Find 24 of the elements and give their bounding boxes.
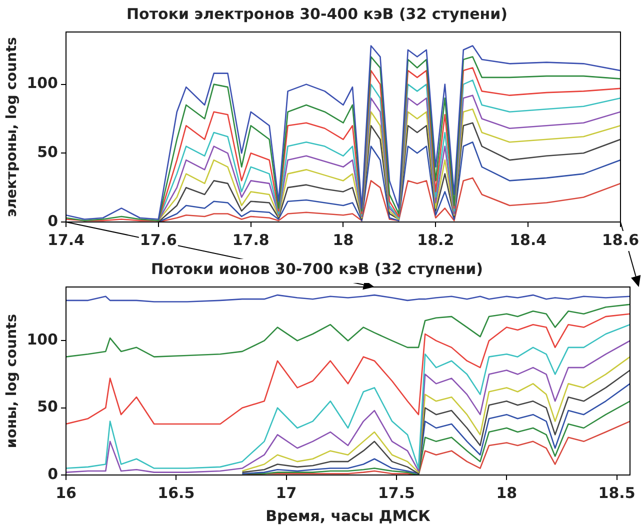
x-tick-label: 18.5 [598, 484, 636, 502]
chart-title: Потоки электронов 30-400 кэВ (32 ступени) [126, 4, 508, 23]
y-axis-title: ионы, log counts [4, 314, 20, 448]
x-tick-label: 16.5 [158, 484, 195, 502]
x-tick-label: 17.5 [378, 484, 415, 502]
x-tick-label: 16 [56, 484, 76, 502]
x-tick-label: 17.4 [47, 230, 85, 249]
x-tick-label: 18.2 [417, 230, 454, 249]
y-axis-title: электроны, log counts [4, 36, 20, 218]
x-tick-label: 17 [276, 484, 297, 502]
x-tick-label: 18.6 [602, 230, 640, 249]
y-tick-label: 50 [37, 143, 58, 162]
x-tick-label: 18.4 [510, 230, 547, 249]
x-tick-label: 18 [496, 484, 518, 502]
y-tick-label: 100 [26, 74, 58, 92]
y-tick-label: 0 [48, 464, 58, 483]
y-tick-label: 100 [26, 330, 58, 349]
y-tick-label: 0 [48, 212, 58, 230]
chart-title: Потоки ионов 30-700 кэВ (32 ступени) [151, 260, 483, 278]
x-tick-label: 17.6 [140, 230, 177, 249]
x-axis-title: Время, часы ДМСК [266, 506, 432, 525]
x-tick-label: 17.8 [232, 230, 270, 249]
x-tick-label: 18 [332, 230, 354, 249]
y-tick-label: 50 [37, 398, 58, 416]
